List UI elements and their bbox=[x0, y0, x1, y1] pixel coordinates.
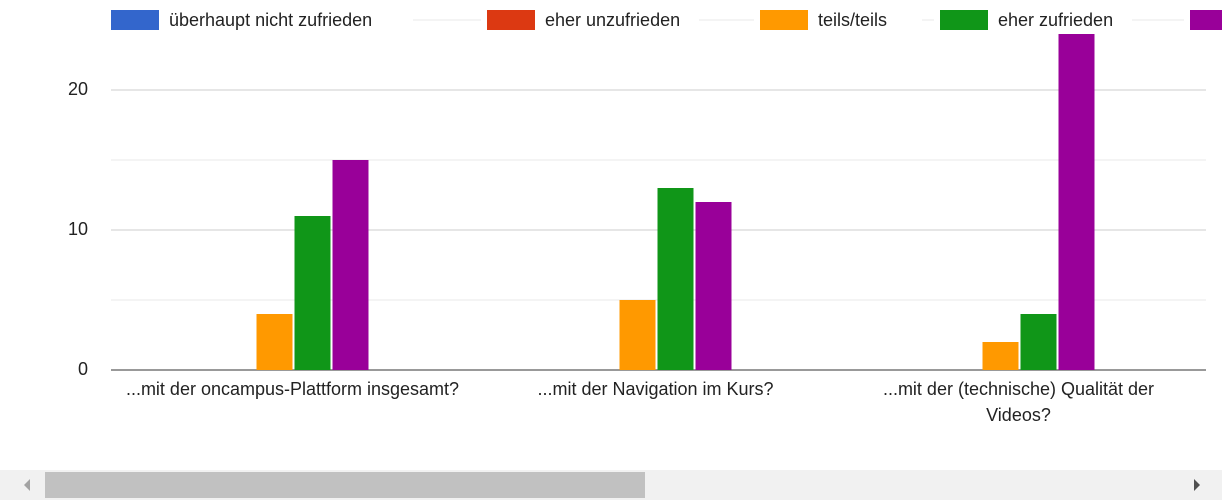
scroll-right[interactable] bbox=[1194, 479, 1200, 491]
bar bbox=[619, 300, 656, 370]
legend-label: überhaupt nicht zufrieden bbox=[169, 10, 372, 30]
bar bbox=[1020, 314, 1057, 370]
x-tick-label: ...mit der oncampus-Plattform insgesamt? bbox=[125, 379, 460, 399]
legend-label: teils/teils bbox=[818, 10, 887, 30]
bar bbox=[982, 342, 1019, 370]
legend-swatch bbox=[760, 10, 808, 30]
scrollbar-thumb[interactable] bbox=[45, 472, 645, 498]
legend-label: eher unzufrieden bbox=[545, 10, 680, 30]
bar bbox=[657, 188, 694, 370]
legend-swatch bbox=[1190, 10, 1222, 30]
legend-swatch bbox=[111, 10, 159, 30]
y-tick-label: 0 bbox=[78, 359, 88, 379]
x-tick-label: ...mit der Navigation im Kurs? bbox=[537, 379, 774, 399]
y-tick-label: 20 bbox=[68, 79, 88, 99]
scroll-left[interactable] bbox=[24, 479, 30, 491]
legend-swatch bbox=[487, 10, 535, 30]
bar bbox=[332, 160, 369, 370]
bar bbox=[695, 202, 732, 370]
x-tick-label: ...mit der (technische) Qualität der Vid… bbox=[882, 379, 1155, 425]
legend-label: eher zufrieden bbox=[998, 10, 1113, 30]
legend-swatch bbox=[940, 10, 988, 30]
y-tick-label: 10 bbox=[68, 219, 88, 239]
bar bbox=[1058, 34, 1095, 370]
bar bbox=[256, 314, 293, 370]
bar bbox=[294, 216, 331, 370]
